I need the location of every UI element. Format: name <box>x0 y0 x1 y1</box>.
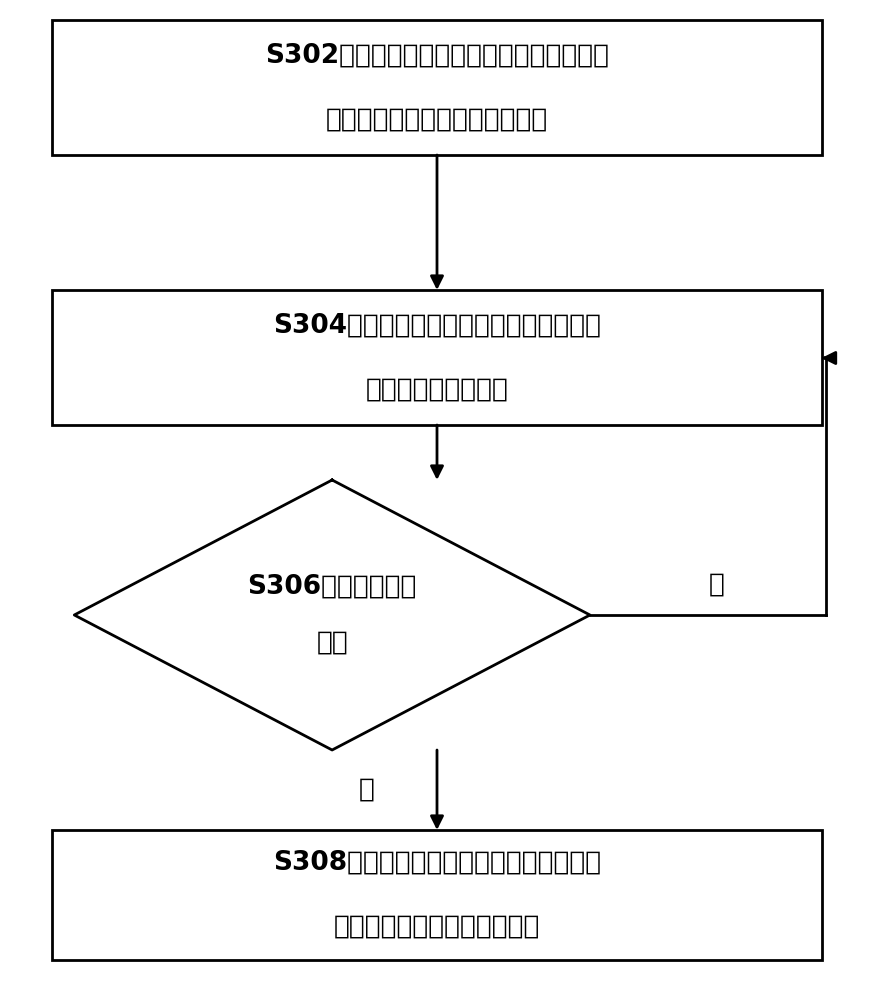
Text: 是: 是 <box>359 777 375 803</box>
Text: S308：进行化霜模式，按照程序设定好的: S308：进行化霜模式，按照程序设定好的 <box>273 850 601 876</box>
Bar <box>52 20 822 155</box>
Text: 感器实时监测风机引线上电流值: 感器实时监测风机引线上电流值 <box>326 106 548 132</box>
Text: 时间运行结束后退出化霜模式: 时间运行结束后退出化霜模式 <box>334 914 540 940</box>
Text: 否: 否 <box>709 572 725 598</box>
Text: 致？: 致？ <box>316 630 348 656</box>
Text: S306：与设定值一: S306：与设定值一 <box>247 574 417 600</box>
Bar <box>52 830 822 960</box>
Bar <box>52 290 822 425</box>
Text: S302：机组进入化霜条件后，风机的电流互: S302：机组进入化霜条件后，风机的电流互 <box>265 42 609 68</box>
Text: 流运行曲线进行对比: 流运行曲线进行对比 <box>365 377 509 403</box>
Text: S304：与控制器程序上预设定的特定的电: S304：与控制器程序上预设定的特定的电 <box>273 312 601 338</box>
